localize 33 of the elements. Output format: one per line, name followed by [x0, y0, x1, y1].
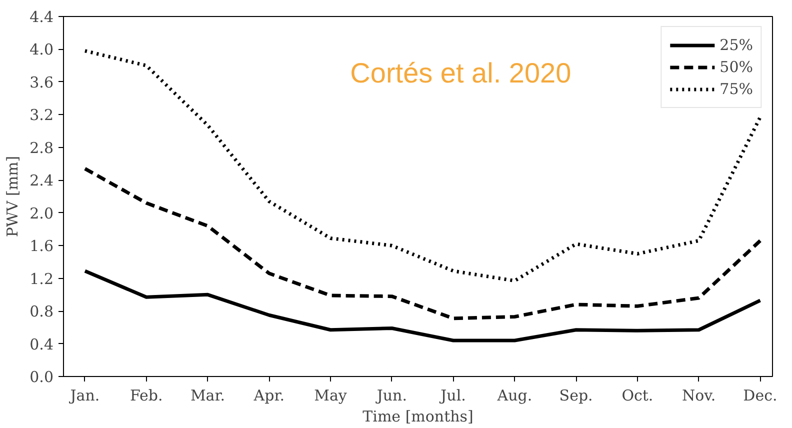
y-tick-label: 1.2 [30, 270, 54, 288]
y-tick-label: 1.6 [30, 237, 54, 256]
y-tick-label: 2.8 [30, 138, 54, 157]
legend-label: 75% [720, 80, 753, 98]
x-tick-label: Mar. [190, 386, 226, 404]
x-tick-label: Jan. [68, 386, 100, 404]
x-axis-title: Time [months] [362, 408, 474, 426]
y-tick-label: 4.0 [30, 40, 54, 59]
y-tick-label: 4.4 [30, 8, 54, 26]
x-tick-label: Nov. [682, 386, 716, 404]
y-tick-label: 0.0 [30, 368, 54, 386]
line-series [83, 49, 762, 283]
x-tick-label: Jul. [438, 386, 466, 404]
x-tick-label: Feb. [130, 386, 163, 404]
x-tick-label: Dec. [743, 386, 778, 404]
y-tick-label: 2.4 [30, 172, 54, 190]
y-axis-title: PWV [mm] [4, 156, 22, 238]
y-tick-label: 2.0 [30, 204, 54, 222]
x-tick-label: Apr. [252, 386, 285, 404]
x-tick-label: Sep. [559, 386, 593, 404]
x-tick-label: Jun. [374, 386, 407, 404]
legend-label: 50% [720, 58, 753, 76]
y-tick-label: 3.6 [30, 73, 54, 92]
y-tick-label: 3.2 [30, 106, 54, 124]
annotation: Cortés et al. 2020 [350, 58, 572, 88]
x-tick-label: Oct. [622, 386, 654, 404]
y-tick-label: 0.8 [30, 302, 54, 321]
y-tick-label: 0.4 [30, 335, 54, 354]
x-tick-label: Aug. [496, 386, 532, 404]
line-series [83, 269, 762, 342]
x-tick-label: May [314, 386, 348, 404]
line-series [83, 166, 762, 320]
legend-label: 25% [720, 36, 753, 54]
